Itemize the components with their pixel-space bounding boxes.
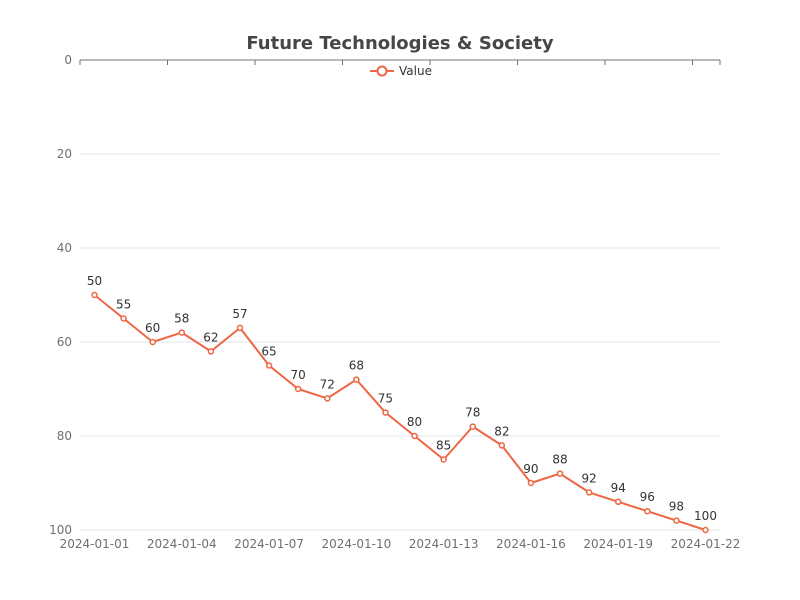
data-label: 82	[494, 424, 509, 438]
data-point[interactable]	[440, 456, 447, 463]
legend-marker-icon	[376, 65, 388, 77]
data-label: 90	[523, 462, 538, 476]
data-point[interactable]	[207, 348, 215, 355]
y-tick-label: 60	[57, 335, 72, 349]
x-tick-label: 2024-01-13	[409, 537, 479, 551]
data-point[interactable]	[673, 517, 680, 524]
data-point[interactable]	[585, 489, 593, 496]
x-tick-label: 2024-01-19	[583, 537, 653, 551]
legend-label: Value	[399, 64, 432, 78]
data-point[interactable]	[120, 315, 127, 322]
data-label: 65	[261, 345, 276, 359]
data-point[interactable]	[469, 423, 476, 430]
y-tick-label: 40	[57, 241, 72, 255]
data-point[interactable]	[178, 329, 186, 336]
data-point[interactable]	[498, 442, 506, 449]
data-label: 78	[465, 406, 480, 420]
data-label: 98	[669, 500, 684, 514]
y-tick-label: 100	[49, 523, 72, 537]
data-label: 62	[203, 330, 218, 344]
data-point[interactable]	[91, 291, 98, 299]
grid-lines	[80, 153, 720, 531]
data-point[interactable]	[294, 385, 302, 393]
data-label: 60	[145, 321, 160, 335]
data-label: 75	[378, 392, 393, 406]
x-tick-label: 2024-01-22	[671, 537, 741, 551]
y-tick-label: 80	[57, 429, 72, 443]
data-point[interactable]	[527, 479, 535, 487]
data-point[interactable]	[556, 470, 564, 477]
data-point[interactable]	[614, 498, 622, 506]
x-tick-label: 2024-01-10	[321, 537, 391, 551]
data-point[interactable]	[265, 362, 273, 369]
data-label: 96	[640, 490, 655, 504]
legend[interactable]: Value	[370, 64, 432, 78]
chart-title: Future Technologies & Society	[246, 33, 553, 54]
series-value: 50 55 60 58 62 57 65 70 72 68 75 80 85 78 82 90 88 92 94 96…	[87, 274, 717, 534]
series-line	[93, 294, 706, 531]
data-point[interactable]	[382, 409, 389, 416]
y-tick-label: 20	[57, 147, 72, 161]
data-label: 80	[407, 415, 422, 429]
data-label: 70	[291, 368, 306, 382]
x-tick-label: 2024-01-01	[60, 537, 130, 551]
data-point[interactable]	[644, 507, 651, 515]
x-tick-label: 2024-01-04	[147, 537, 217, 551]
y-tick-label: 0	[64, 53, 72, 67]
data-label: 72	[320, 377, 335, 391]
data-label: 57	[232, 307, 247, 321]
x-tick-label: 2024-01-16	[496, 537, 566, 551]
data-label: 68	[349, 359, 364, 373]
x-axis: 2024-01-01 2024-01-04 2024-01-07 2024-01-10…	[60, 59, 741, 551]
data-label: 94	[611, 481, 626, 495]
data-label: 55	[116, 298, 131, 312]
y-axis: 0 20 40 60 80 100	[49, 53, 72, 537]
data-label: 88	[552, 453, 567, 467]
data-label: 100	[694, 509, 717, 523]
data-point[interactable]	[324, 395, 331, 402]
data-label: 85	[436, 439, 451, 453]
data-label: 50	[87, 274, 102, 288]
data-point[interactable]	[236, 324, 244, 332]
data-point[interactable]	[702, 526, 709, 534]
data-label: 58	[174, 312, 189, 326]
data-label: 92	[581, 471, 596, 485]
x-tick-label: 2024-01-07	[234, 537, 304, 551]
data-point[interactable]	[149, 338, 156, 346]
data-point[interactable]	[353, 376, 360, 383]
data-point[interactable]	[411, 432, 418, 440]
